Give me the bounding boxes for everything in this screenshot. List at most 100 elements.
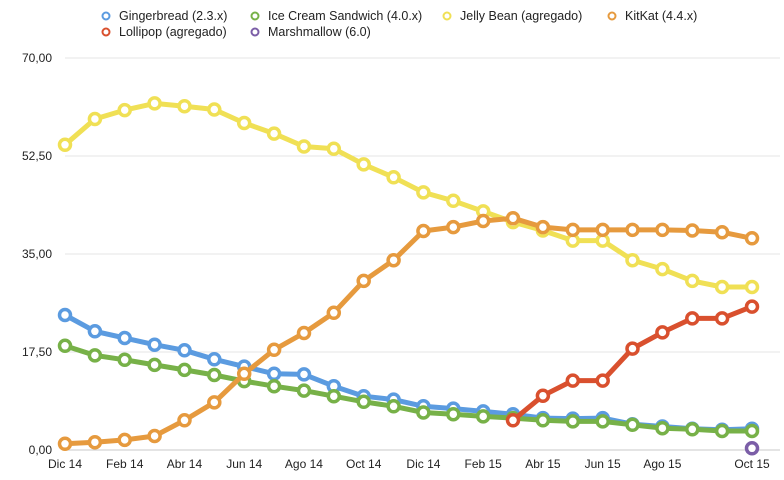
data-point	[744, 279, 760, 295]
x-tick-label: Dic 14	[48, 457, 82, 471]
data-point	[117, 352, 132, 368]
data-point	[147, 428, 162, 444]
y-tick-label: 35,00	[22, 247, 52, 261]
x-tick-label: Ago 15	[643, 457, 681, 471]
data-point	[296, 383, 312, 398]
data-point	[625, 252, 640, 268]
data-point	[744, 231, 760, 246]
x-tick-label: Abr 14	[167, 457, 203, 471]
data-point	[685, 223, 700, 238]
x-tick-label: Feb 15	[464, 457, 502, 471]
data-point	[177, 98, 192, 114]
data-point	[446, 219, 461, 235]
series-group	[57, 96, 760, 456]
data-point	[87, 324, 103, 339]
data-point	[655, 261, 670, 277]
data-point	[177, 343, 192, 358]
data-point	[595, 414, 610, 429]
data-point	[57, 436, 73, 452]
legend-item-gingerbread-2-3-x: Gingerbread (2.3.x)	[101, 9, 227, 23]
x-tick-label: Jun 15	[585, 457, 621, 471]
series-ice-cream-sandwich-4-0-x	[57, 338, 760, 439]
data-point	[535, 413, 551, 428]
data-point	[714, 423, 730, 439]
x-tick-label: Ago 14	[285, 457, 323, 471]
y-tick-label: 0,00	[29, 443, 53, 457]
data-point	[386, 399, 401, 414]
data-point	[57, 307, 73, 323]
data-point	[207, 395, 222, 410]
data-point	[117, 330, 132, 346]
data-point	[595, 373, 610, 388]
data-point	[475, 213, 491, 229]
data-point	[147, 357, 162, 373]
series-line	[62, 312, 755, 433]
x-axis: Dic 14 Feb 14 Abr 14 Jun 14 Ago 14 Oct 14 Dic …	[48, 457, 770, 471]
data-point	[177, 413, 192, 428]
legend-item-marshmallow-6-0: Marshmallow (6.0)	[250, 25, 371, 39]
legend-label: Marshmallow (6.0)	[268, 25, 371, 39]
data-point	[565, 373, 581, 388]
data-point	[744, 441, 760, 456]
series-line	[62, 100, 755, 290]
data-point	[87, 348, 103, 363]
data-point	[416, 223, 431, 239]
data-point	[625, 417, 640, 433]
series-line	[62, 343, 755, 434]
legend-item-jelly-bean-agregado: Jelly Bean (agregado)	[442, 9, 582, 23]
legend-marker-icon	[250, 27, 260, 37]
data-point	[207, 367, 222, 383]
x-tick-label: Dic 14	[406, 457, 440, 471]
x-tick-label: Oct 15	[734, 457, 770, 471]
legend-item-kitkat-4-4-x: KitKat (4.4.x)	[607, 9, 697, 23]
data-point	[505, 210, 521, 226]
y-tick-label: 17,50	[22, 345, 52, 359]
legend-label: KitKat (4.4.x)	[625, 9, 697, 23]
data-point	[266, 126, 282, 141]
data-point	[207, 352, 222, 367]
legend-item-lollipop-agregado: Lollipop (agregado)	[101, 25, 227, 39]
data-point	[57, 137, 73, 153]
data-point	[147, 96, 162, 111]
data-point	[356, 394, 371, 410]
data-point	[416, 185, 431, 200]
y-axis: 0,00 17,50 35,00 52,50 70,00	[22, 51, 52, 457]
data-point	[147, 337, 162, 352]
data-point	[177, 362, 192, 378]
data-point	[685, 311, 700, 326]
y-tick-label: 52,50	[22, 149, 52, 163]
data-point	[326, 388, 342, 404]
x-tick-label: Jun 14	[226, 457, 262, 471]
x-tick-label: Oct 14	[346, 457, 382, 471]
data-point	[655, 325, 670, 340]
data-point	[446, 193, 461, 209]
series-marshmallow-6-0	[744, 441, 760, 456]
data-point	[207, 102, 222, 117]
legend-marker-icon	[442, 11, 452, 21]
legend-marker-icon	[250, 11, 260, 21]
data-point	[57, 338, 73, 354]
data-point	[87, 111, 103, 127]
data-point	[655, 222, 670, 238]
x-tick-label: Feb 14	[106, 457, 144, 471]
data-point	[266, 378, 282, 394]
legend-marker-icon	[607, 11, 617, 21]
data-point	[117, 432, 132, 448]
data-point	[266, 342, 282, 358]
data-point	[625, 341, 640, 356]
data-point	[535, 219, 551, 235]
data-point	[714, 311, 730, 326]
data-point	[356, 273, 371, 289]
data-point	[296, 325, 312, 341]
legend-marker-icon	[101, 27, 111, 37]
data-point	[117, 102, 132, 118]
data-point	[595, 222, 610, 238]
series-jelly-bean-agregado	[57, 96, 760, 295]
y-tick-label: 70,00	[22, 51, 52, 65]
data-point	[565, 222, 581, 238]
data-point	[386, 170, 401, 185]
data-point	[744, 423, 760, 439]
data-point	[535, 388, 551, 403]
legend-label: Jelly Bean (agregado)	[460, 9, 582, 23]
